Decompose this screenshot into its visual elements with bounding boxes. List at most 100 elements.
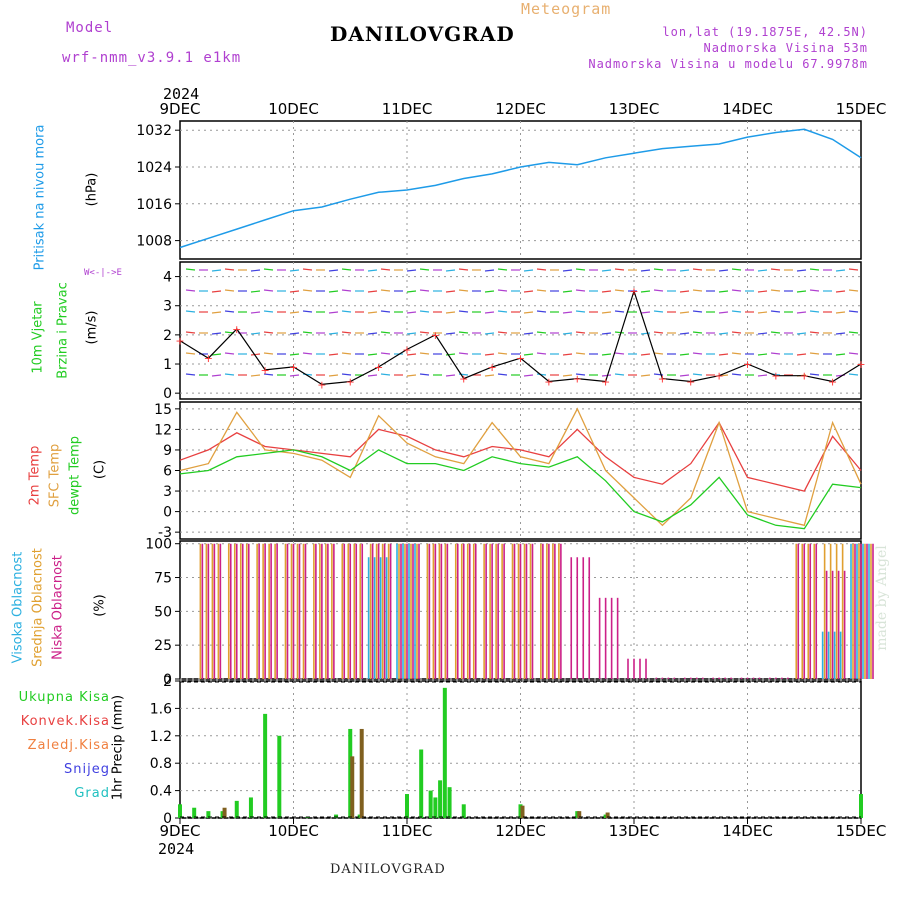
coords-label: lon,lat (19.1875E, 42.5N): [662, 25, 868, 39]
wind-barb: [809, 310, 820, 313]
wind-barb: [601, 332, 612, 335]
wind-barb: [692, 331, 703, 334]
y-tick-label: 1: [163, 357, 172, 373]
wind-barb: [562, 269, 573, 272]
x-tick-label-bottom: 15DEC: [836, 822, 887, 840]
x-tick-label-top: 12DEC: [495, 100, 546, 118]
precip-legend: Ukupna Kisa Konvek.Kisa Zaledj.Kisa Snij…: [4, 686, 110, 806]
wind-barb: [406, 332, 417, 335]
y-tick-label: 4: [163, 270, 172, 286]
wind-barb: [640, 290, 651, 293]
wind-marker: +: [573, 373, 582, 386]
wind-barb: [718, 311, 729, 314]
wind-barb: [406, 311, 417, 314]
wind-barb: [835, 269, 846, 272]
wind-barb: [718, 332, 729, 335]
wind-barb: [796, 353, 807, 356]
wind-barb: [380, 331, 391, 334]
wind-barb: [302, 331, 313, 334]
wind-compass: W<-|->E: [84, 268, 122, 278]
wind-barb: [835, 332, 846, 335]
wind-barb: [406, 290, 417, 293]
wind-barb: [367, 374, 378, 377]
wind-barb: [601, 353, 612, 356]
wind-barb: [302, 310, 313, 313]
y-tick-label: 75: [154, 571, 172, 587]
dewpt-line: [179, 449, 862, 530]
wind-barb: [406, 269, 417, 272]
y-tick-label: 2: [163, 328, 172, 344]
wind-barb: [367, 332, 378, 335]
wind-barb: [835, 311, 846, 314]
wind-barb: [718, 269, 729, 272]
precip-total-bar: [334, 814, 339, 818]
wind-barb: [601, 374, 612, 377]
wind-barb: [848, 268, 859, 271]
wind-barb: [406, 374, 417, 377]
wind-barb: [484, 311, 495, 314]
wind-barb: [445, 374, 456, 377]
y-tick-label: 1.2: [150, 729, 172, 745]
wind-barb: [848, 352, 859, 355]
wind-barb: [575, 373, 586, 376]
precip-total-bar: [206, 811, 211, 818]
wind-barb: [640, 374, 651, 377]
wind-barb: [289, 353, 300, 356]
wind-barb: [640, 311, 651, 314]
precip-total-bar: [277, 735, 282, 818]
model-altitude-label: Nadmorska Visina u modelu 67.9978m: [588, 57, 868, 71]
precip-total-bar: [405, 794, 409, 818]
wind-barb: [367, 311, 378, 314]
wind-barb: [224, 268, 235, 271]
wind-barb: [601, 290, 612, 293]
x-tick-label-top: 11DEC: [382, 100, 433, 118]
sfc-temp-line: [179, 407, 862, 527]
wind-barb: [653, 352, 664, 355]
wind-barb: [770, 268, 781, 271]
wind-marker: +: [686, 376, 695, 389]
year-bottom: 2024: [158, 840, 195, 858]
wind-barb: [497, 352, 508, 355]
wind-barb: [458, 331, 469, 334]
wind-barb: [406, 353, 417, 356]
wind-marker: +: [317, 378, 326, 391]
wind-barb: [523, 332, 534, 335]
precip-total-bar: [234, 800, 239, 818]
precip-total-bar: [442, 687, 447, 818]
y-tick-label: 50: [154, 604, 172, 620]
wind-barb: [224, 289, 235, 292]
precip-total-bar: [178, 804, 182, 818]
wind-barb: [692, 289, 703, 292]
wind-barb: [575, 268, 586, 271]
wind-barb: [575, 289, 586, 292]
y-tick-label: 0: [163, 386, 172, 402]
wind-barb: [731, 268, 742, 271]
precip-total-bar: [859, 794, 863, 818]
wind-barb: [757, 269, 768, 272]
panel-frame: [179, 680, 862, 819]
wind-barb: [263, 310, 274, 313]
wind-barb: [484, 269, 495, 272]
legend-total: Ukupna Kisa: [18, 690, 110, 705]
wind-barb: [523, 311, 534, 314]
wind-marker: +: [175, 335, 184, 348]
wind-barb: [185, 310, 196, 313]
wind-barb: [211, 353, 222, 356]
page-title: DANILOVGRAD: [330, 22, 515, 46]
wind-marker: +: [771, 370, 780, 383]
wind-barb: [757, 332, 768, 335]
wind-barb: [640, 332, 651, 335]
wind-barb: [614, 268, 625, 271]
wind-marker: +: [658, 373, 667, 386]
wind-barb: [679, 353, 690, 356]
wind-barb: [679, 311, 690, 314]
model-label: Model: [66, 20, 114, 36]
wind-barb: [419, 268, 430, 271]
y-tick-label: 0: [163, 811, 172, 827]
wind-marker: +: [232, 323, 241, 336]
wind-barb: [523, 290, 534, 293]
wind-barb: [419, 331, 430, 334]
wind-barb: [809, 289, 820, 292]
wind-barb: [458, 268, 469, 271]
wind-marker: +: [402, 343, 411, 356]
